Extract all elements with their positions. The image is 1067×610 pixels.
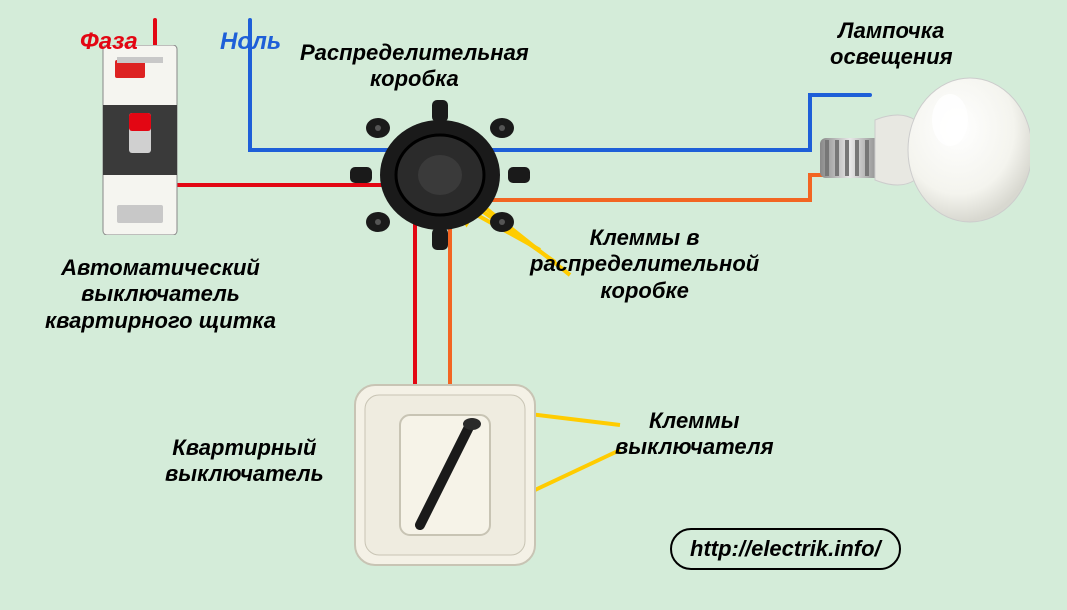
wall-switch [350, 380, 540, 570]
label-jb-terminals: Клеммы в распределительной коробке [530, 225, 759, 304]
circuit-breaker [95, 45, 185, 235]
source-url: http://electrik.info/ [670, 528, 901, 570]
label-breaker: Автоматический выключатель квартирного щ… [45, 255, 276, 334]
source-url-text: http://electrik.info/ [690, 536, 881, 561]
label-junction-box: Распределительная коробка [300, 40, 529, 93]
diagram-canvas: Фаза Ноль Распределительная коробка Ламп… [0, 0, 1067, 610]
label-neutral: Ноль [220, 28, 281, 57]
label-lamp: Лампочка освещения [830, 18, 953, 71]
label-phase: Фаза [80, 28, 138, 57]
junction-box [350, 100, 530, 250]
label-sw-terminals: Клеммы выключателя [615, 408, 774, 461]
light-bulb [820, 50, 1030, 260]
label-switch: Квартирный выключатель [165, 435, 324, 488]
